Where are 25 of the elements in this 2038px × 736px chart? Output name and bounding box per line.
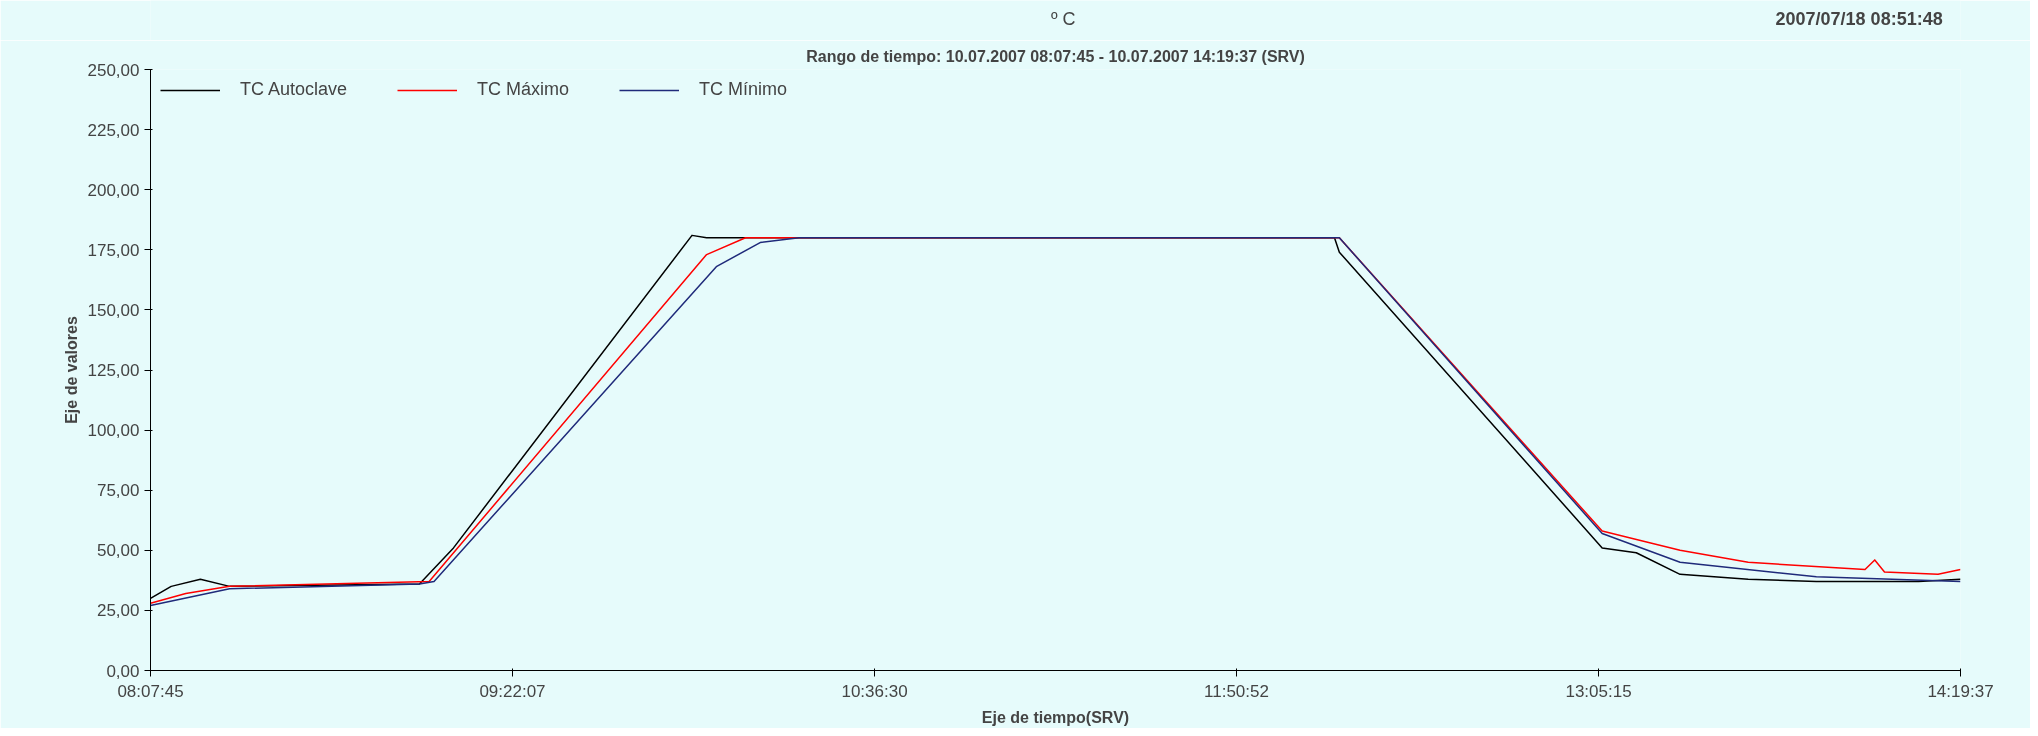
legend-label: TC Máximo — [477, 79, 570, 100]
y-tick-label: 150,00 — [87, 300, 140, 320]
x-tick-label: 11:50:52 — [1204, 681, 1269, 701]
y-tick-label: 175,00 — [87, 240, 140, 260]
chart-title: Rango de tiempo: 10.07.2007 08:07:45 - 10.07.2007 14:19:37 (SRV) — [806, 47, 1305, 65]
y-tick-label: 50,00 — [96, 541, 140, 561]
y-tick-label: 100,00 — [87, 421, 140, 441]
x-tick-label: 08:07:45 — [117, 681, 184, 701]
x-tick-label: 10:36:30 — [841, 681, 908, 701]
x-tick-label: 14:19:37 — [1927, 681, 1994, 701]
x-tick-label: 13:05:15 — [1565, 681, 1632, 701]
y-tick-label: 25,00 — [96, 601, 140, 621]
y-tick-label: 225,00 — [87, 120, 140, 140]
y-axis-title: Eje de valores — [62, 316, 80, 424]
y-tick-label: 250,00 — [87, 60, 140, 80]
y-tick-label: 75,00 — [96, 481, 140, 501]
y-tick-label: 200,00 — [87, 180, 140, 200]
x-axis-title: Eje de tiempo(SRV) — [981, 708, 1130, 726]
legend-label: TC Autoclave — [240, 79, 348, 100]
x-tick-label: 09:22:07 — [479, 681, 546, 701]
y-tick-label: 0,00 — [106, 661, 140, 681]
text: 2007/07/18 08:51:48 — [1775, 8, 1943, 29]
text: º C — [1051, 8, 1076, 29]
y-tick-label: 125,00 — [87, 361, 140, 380]
legend-label: TC Mínimo — [699, 79, 788, 100]
